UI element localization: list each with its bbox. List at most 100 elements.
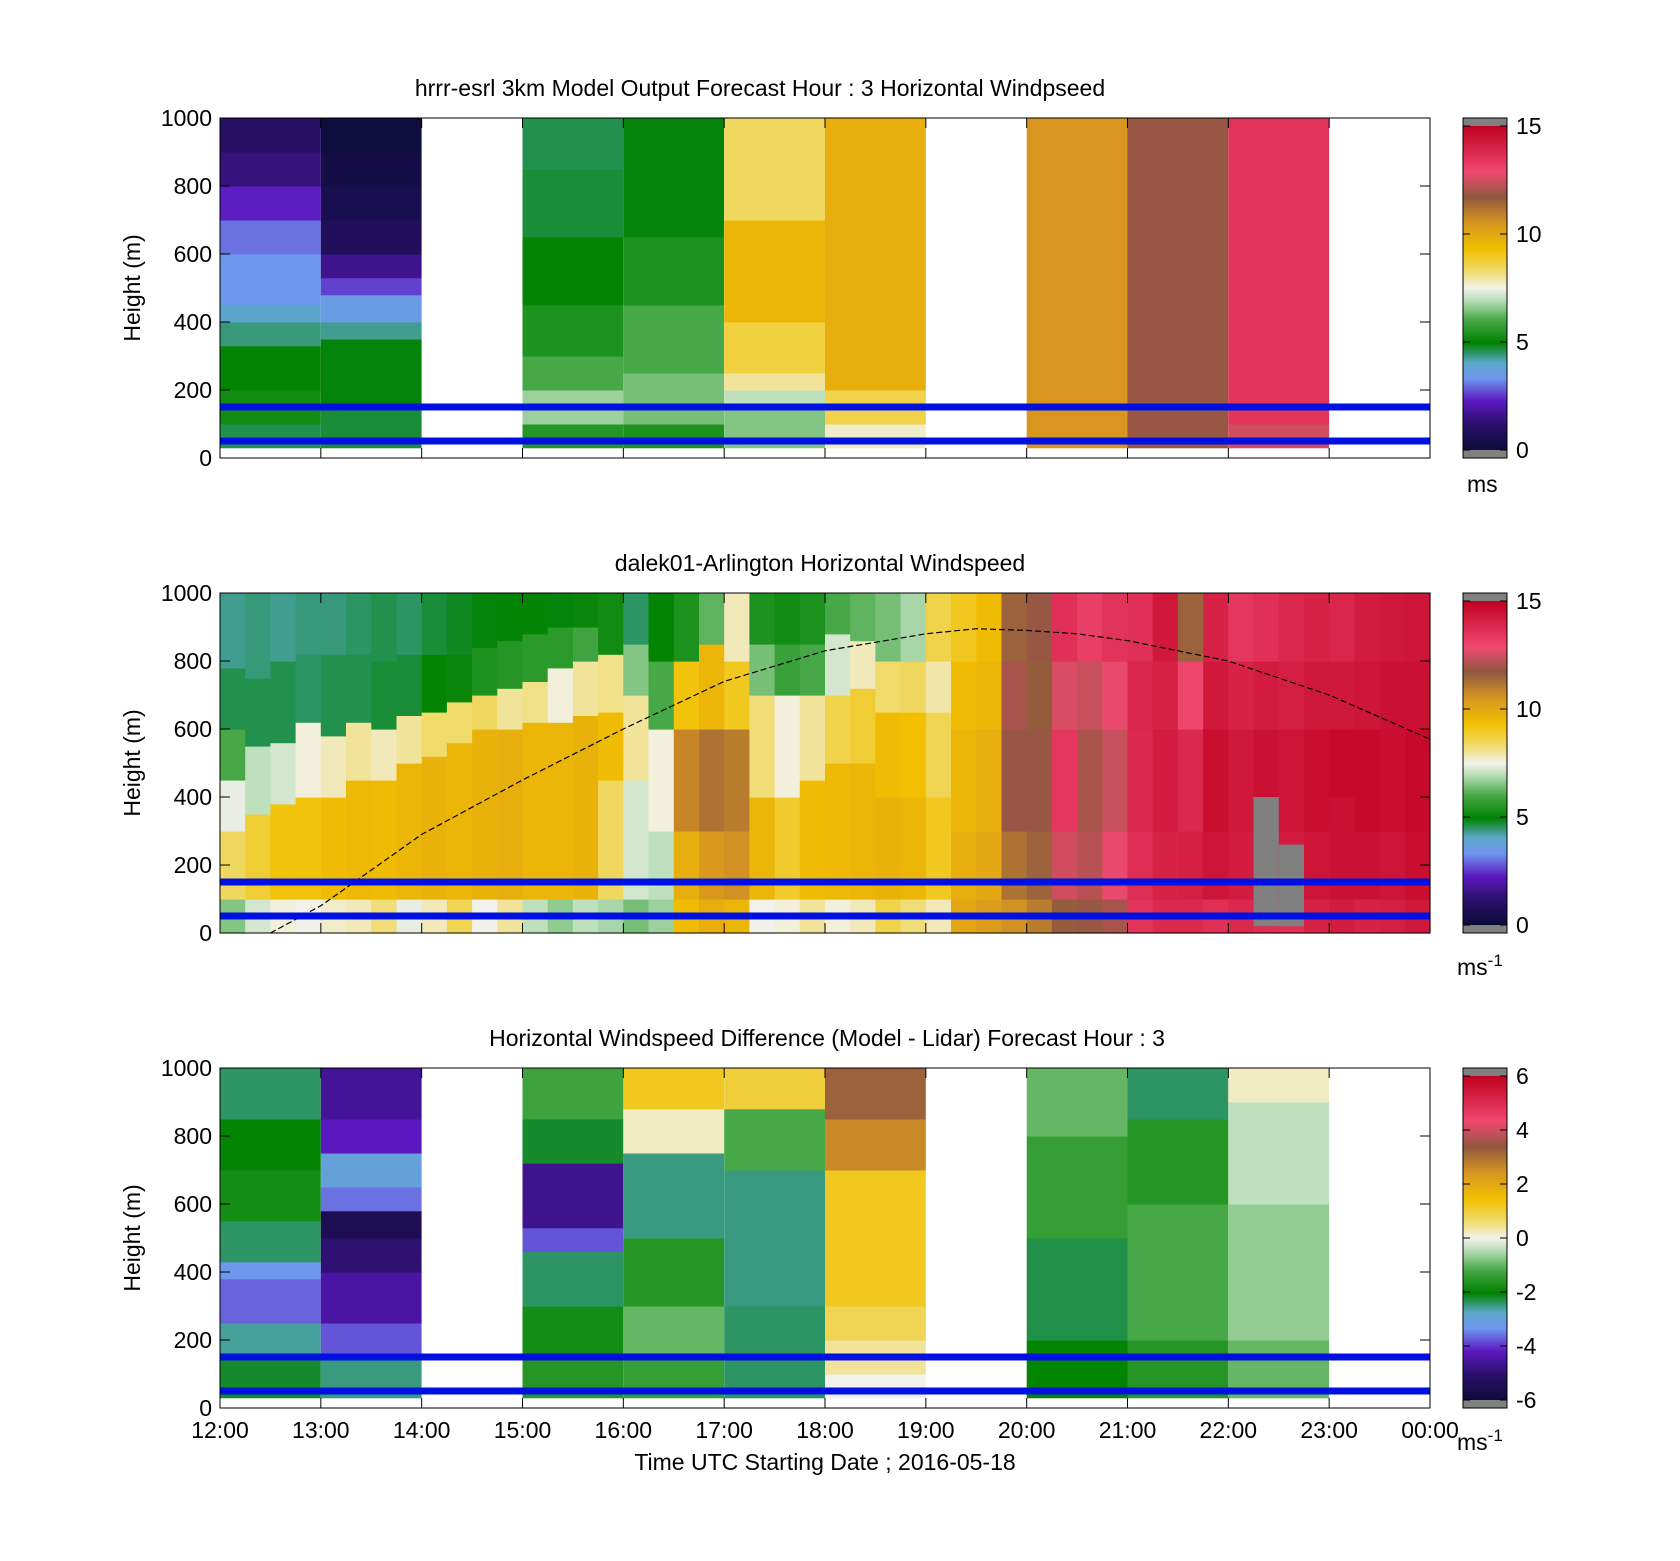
y-tick-label: 600 [174, 241, 212, 267]
heatmap-cell [774, 644, 801, 696]
heatmap-cell [1404, 661, 1431, 730]
heatmap-cell [1026, 729, 1053, 832]
heatmap-cell [245, 746, 271, 815]
panel-2-x-ticks [219, 593, 1431, 933]
heatmap-cell [623, 695, 650, 781]
heatmap-cell [1001, 831, 1028, 900]
heatmap-cell [446, 654, 473, 703]
heatmap-cell [547, 593, 574, 628]
heatmap-cell [598, 712, 624, 781]
heatmap-cell [900, 712, 927, 798]
heatmap-cell [1026, 118, 1128, 449]
heatmap-cell [925, 593, 952, 662]
x-tick-label: 00:00 [1401, 1417, 1459, 1443]
heatmap-cell [1102, 729, 1129, 832]
heatmap-cell [1127, 831, 1154, 900]
panel-3-colorbar-end-high [1463, 1068, 1507, 1076]
heatmap-cell [220, 780, 246, 832]
panel-1-colorbar: 0 5 10 15 ms [1462, 113, 1542, 497]
heatmap-cell [320, 1153, 422, 1188]
heatmap-cell [1127, 118, 1229, 449]
heatmap-cell [220, 118, 321, 153]
heatmap-cell [1253, 661, 1280, 730]
heatmap-cell [699, 593, 725, 645]
heatmap-cell [900, 661, 927, 713]
heatmap-cell [220, 1170, 321, 1222]
heatmap-cell [220, 1221, 321, 1263]
heatmap-cell [1077, 661, 1103, 730]
panel-2-colorbar-unit-exponent: -1 [1488, 951, 1503, 970]
heatmap-cell [522, 1119, 624, 1164]
heatmap-cell [724, 373, 825, 391]
panel-1-colorbar-ticks: 0 5 10 15 [1463, 113, 1542, 463]
heatmap-cell [749, 695, 776, 798]
y-tick-label: 1000 [161, 580, 212, 606]
heatmap-cell [396, 715, 423, 764]
y-tick-label: 0 [199, 1395, 212, 1421]
heatmap-cell [320, 1068, 422, 1120]
heatmap-cell [825, 1374, 926, 1399]
heatmap-cell [648, 593, 675, 662]
heatmap-cell [598, 654, 624, 713]
heatmap-cell [1228, 729, 1255, 832]
heatmap-cell [799, 593, 826, 645]
heatmap-cell [951, 831, 977, 900]
panel-3-x-axis: 12:00 13:00 14:00 15:00 16:00 17:00 18:00 19:00… [191, 1068, 1459, 1443]
heatmap-cell [673, 831, 700, 900]
y-tick-label: 0 [199, 920, 212, 946]
heatmap-cell [320, 1238, 422, 1273]
heatmap-cell [1026, 1068, 1128, 1137]
y-tick-label: 800 [174, 1123, 212, 1149]
heatmap-cell [699, 831, 725, 900]
heatmap-cell [1228, 831, 1255, 900]
heatmap-cell [320, 593, 347, 655]
panel-1-ylabel: Height (m) [119, 234, 145, 341]
heatmap-cell [320, 1187, 422, 1212]
heatmap-cell [1051, 661, 1078, 730]
heatmap-cell [220, 186, 321, 221]
panel-2-colorbar-unit-base: ms [1457, 954, 1488, 980]
heatmap-cell [295, 654, 322, 723]
colorbar-tick-label: -4 [1516, 1333, 1537, 1359]
x-tick-label: 17:00 [695, 1417, 753, 1443]
colorbar-tick-label: 0 [1516, 1225, 1529, 1251]
heatmap-cell [421, 654, 448, 713]
heatmap-cell [522, 356, 624, 391]
heatmap-cell [320, 254, 422, 279]
panel-3-colorbar-end-low [1463, 1400, 1507, 1408]
heatmap-cell [1228, 424, 1330, 449]
panel-2-reference-lines [220, 878, 1430, 920]
heatmap-cell [1127, 661, 1154, 730]
y-tick-label: 400 [174, 1259, 212, 1285]
heatmap-cell [1026, 1238, 1128, 1341]
heatmap-cell [497, 688, 524, 730]
heatmap-cell [825, 424, 926, 449]
heatmap-cell [825, 1306, 926, 1341]
panel-3-colorbar-unit-exponent: -1 [1488, 1426, 1503, 1445]
heatmap-cell [472, 729, 498, 900]
heatmap-cell [572, 593, 599, 628]
heatmap-cell [1278, 661, 1305, 730]
y-tick-label: 1000 [161, 1055, 212, 1081]
heatmap-cell [1102, 593, 1129, 662]
heatmap-cell [522, 169, 624, 238]
x-tick-label: 21:00 [1099, 1417, 1157, 1443]
heatmap-cell [875, 593, 902, 662]
heatmap-cell [875, 712, 902, 798]
heatmap-cell [724, 220, 825, 323]
y-tick-label: 600 [174, 1191, 212, 1217]
heatmap-cell [850, 763, 876, 900]
heatmap-cell [925, 712, 952, 798]
heatmap-cell [472, 647, 498, 696]
boundary-layer-height-curve [270, 628, 1431, 934]
heatmap-cell [951, 593, 977, 662]
heatmap-cell [220, 1068, 321, 1120]
heatmap-cell [648, 729, 675, 832]
heatmap-cell [598, 593, 624, 655]
heatmap-cell [1354, 831, 1381, 900]
heatmap-cell [320, 339, 422, 408]
heatmap-cell [1026, 593, 1053, 662]
y-tick-label: 200 [174, 377, 212, 403]
heatmap-cell [724, 1068, 825, 1110]
x-tick-label: 15:00 [494, 1417, 552, 1443]
